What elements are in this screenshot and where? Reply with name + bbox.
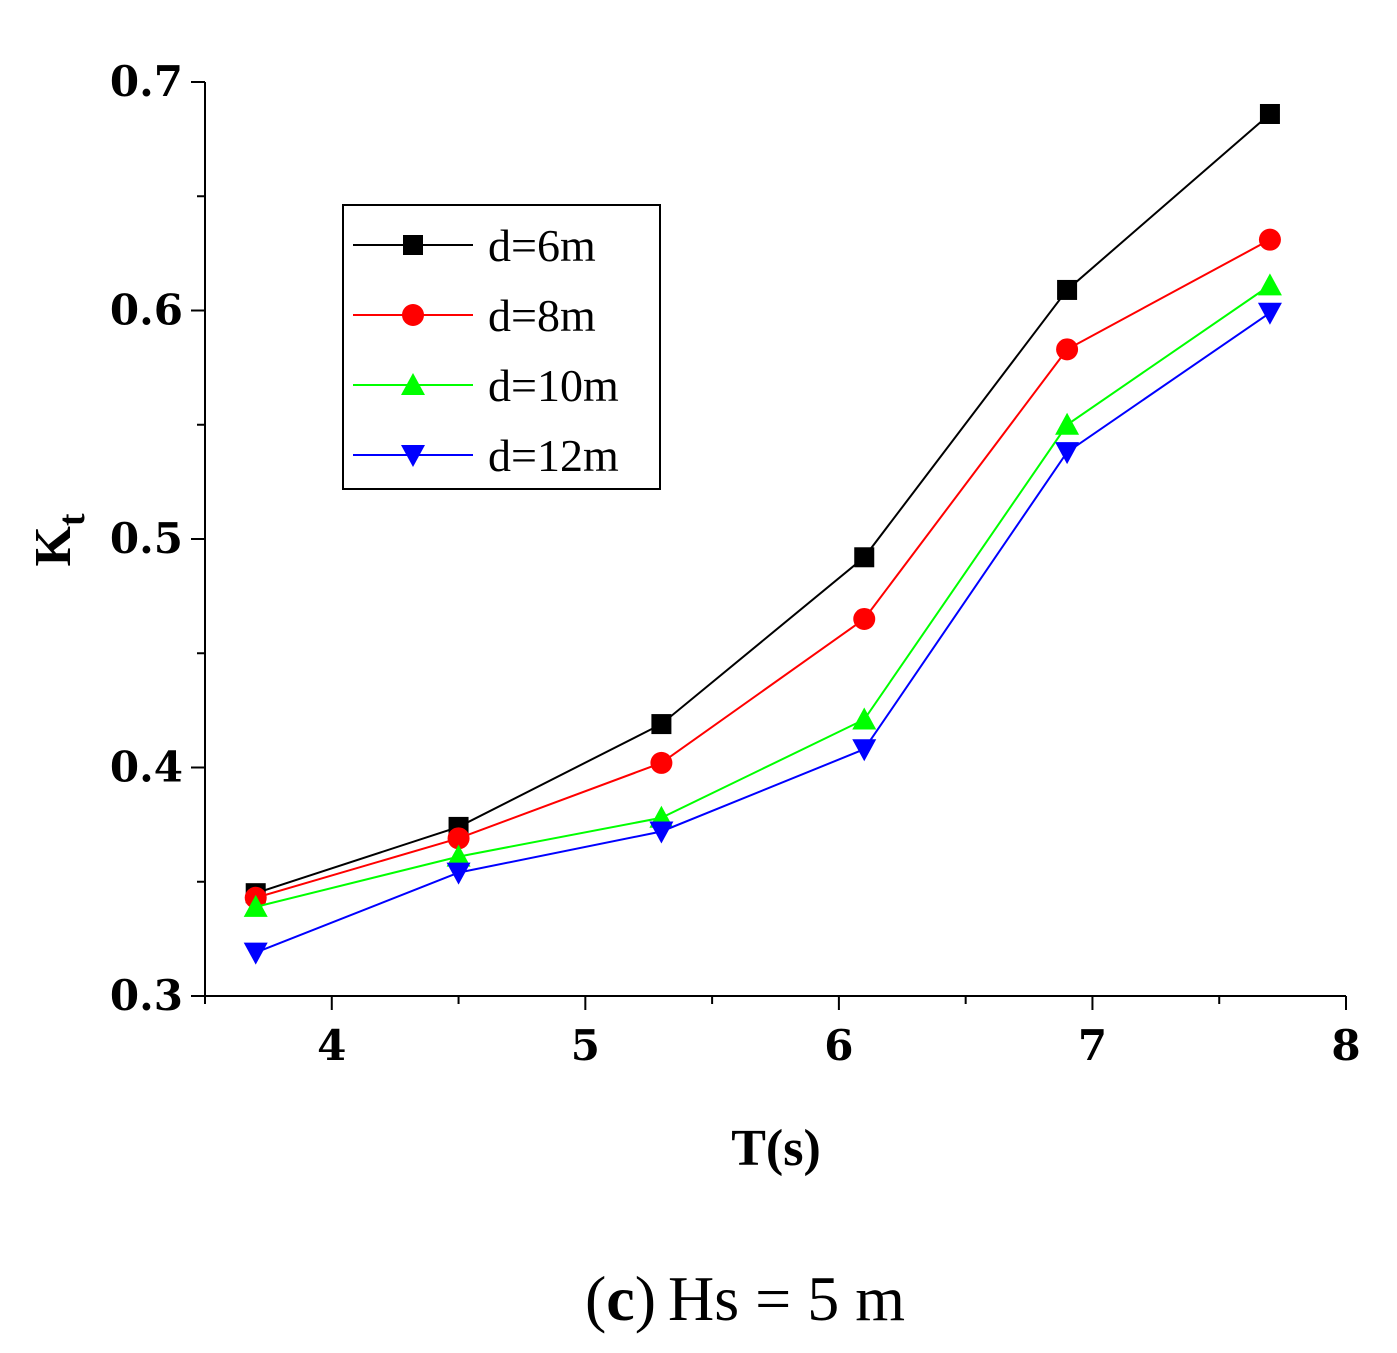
data-point [1055,412,1080,435]
legend-marker [403,235,423,255]
x-tick-label: 7 [1078,1021,1107,1070]
y-tick-label: 0.6 [110,286,183,335]
legend-label: d=10m [488,360,619,411]
caption-close-paren: ) [635,1263,656,1334]
data-point [1056,338,1079,361]
y-tick-label: 0.5 [110,514,183,563]
data-point [853,607,876,630]
data-point [649,821,674,844]
figure-caption: (c) Hs = 5 m [585,1263,905,1334]
data-point [651,714,672,735]
caption-text: Hs = 5 m [668,1263,905,1334]
data-point [1055,442,1080,465]
legend-item: d=6m [353,220,596,271]
data-point [1257,302,1282,325]
legend-label: d=8m [488,290,596,341]
y-axis-title-sub: t [51,513,93,526]
series-line [255,284,1271,908]
data-point [1057,279,1078,300]
axes: 0.3 0.4 0.5 0.6 0.7 4 5 6 7 8 [110,57,1361,1070]
legend-marker [401,373,425,395]
caption-letter: c [606,1263,634,1334]
y-axis-title-main: K [25,526,82,567]
data-point [447,827,470,850]
data-point [650,751,673,774]
series-line [255,311,1271,954]
data-point [852,739,877,762]
x-axis-title: T(s) [731,1120,821,1177]
data-point [1258,228,1281,251]
series-line [255,238,1271,899]
caption-open-paren: ( [585,1263,606,1334]
y-axis-title: Kt [25,513,93,566]
data-point [854,547,875,568]
series-d=8m [244,228,1281,909]
series-d=12m [243,302,1282,965]
svg-text:Kt: Kt [25,513,93,566]
legend: d=6m d=8m d=10m d=12m [342,204,661,490]
legend-marker [401,445,425,467]
data-point [852,707,877,730]
legend-item: d=8m [353,290,596,341]
data-point [1257,273,1282,296]
legend-item: d=12m [353,430,619,481]
x-tick-label: 5 [571,1021,600,1070]
legend-box [342,204,661,490]
series-line [255,113,1271,895]
legend-label: d=6m [488,220,596,271]
y-tick-label: 0.4 [110,743,183,792]
series-layer [243,103,1282,965]
x-tick-label: 4 [317,1021,346,1070]
data-point [243,942,268,965]
x-tick-label: 6 [824,1021,853,1070]
x-tick-label: 8 [1331,1021,1360,1070]
legend-marker [402,304,424,326]
data-point [446,862,471,885]
y-tick-label: 0.7 [110,57,183,106]
y-tick-label: 0.3 [110,971,183,1020]
data-point [243,894,268,917]
data-point [446,844,471,867]
legend-item: d=10m [353,360,619,411]
data-point [1259,103,1280,124]
legend-label: d=12m [488,430,619,481]
